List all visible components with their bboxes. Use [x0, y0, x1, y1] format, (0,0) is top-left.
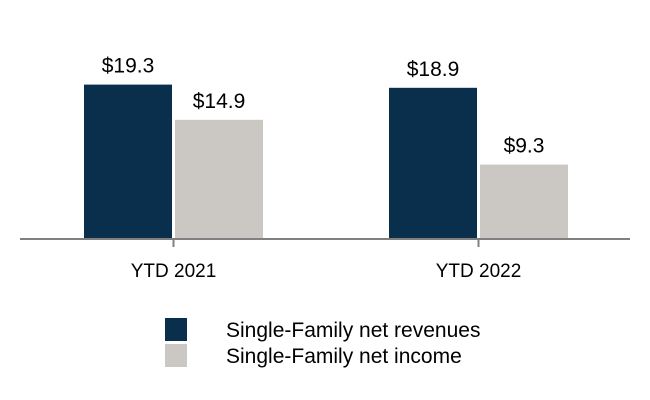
bar-net-revenues-1 — [389, 87, 477, 239]
data-label-net-income-1: $9.3 — [504, 135, 545, 158]
x-tick-label-1: YTD 2022 — [436, 261, 522, 282]
data-label-net-revenues-0: $19.3 — [102, 55, 155, 78]
bars-group — [84, 84, 568, 239]
data-label-net-income-0: $14.9 — [193, 90, 246, 113]
legend-swatch-net-income — [165, 344, 187, 367]
legend: Single-Family net revenues Single-Family … — [165, 318, 480, 368]
legend-label-net-income: Single-Family net income — [226, 345, 462, 368]
bar-net-income-0 — [175, 119, 263, 239]
x-axis-ticks-group — [172, 239, 480, 247]
x-tick-label-0: YTD 2021 — [131, 261, 217, 282]
data-labels-group: $19.3 $14.9 $18.9 $9.3 — [102, 55, 545, 158]
bar-net-income-1 — [480, 164, 568, 239]
legend-swatch-net-revenues — [165, 318, 187, 341]
bar-net-revenues-0 — [84, 84, 172, 239]
data-label-net-revenues-1: $18.9 — [407, 58, 460, 81]
legend-label-net-revenues: Single-Family net revenues — [226, 319, 480, 342]
x-axis-tick-labels-group: YTD 2021 YTD 2022 — [131, 261, 522, 282]
